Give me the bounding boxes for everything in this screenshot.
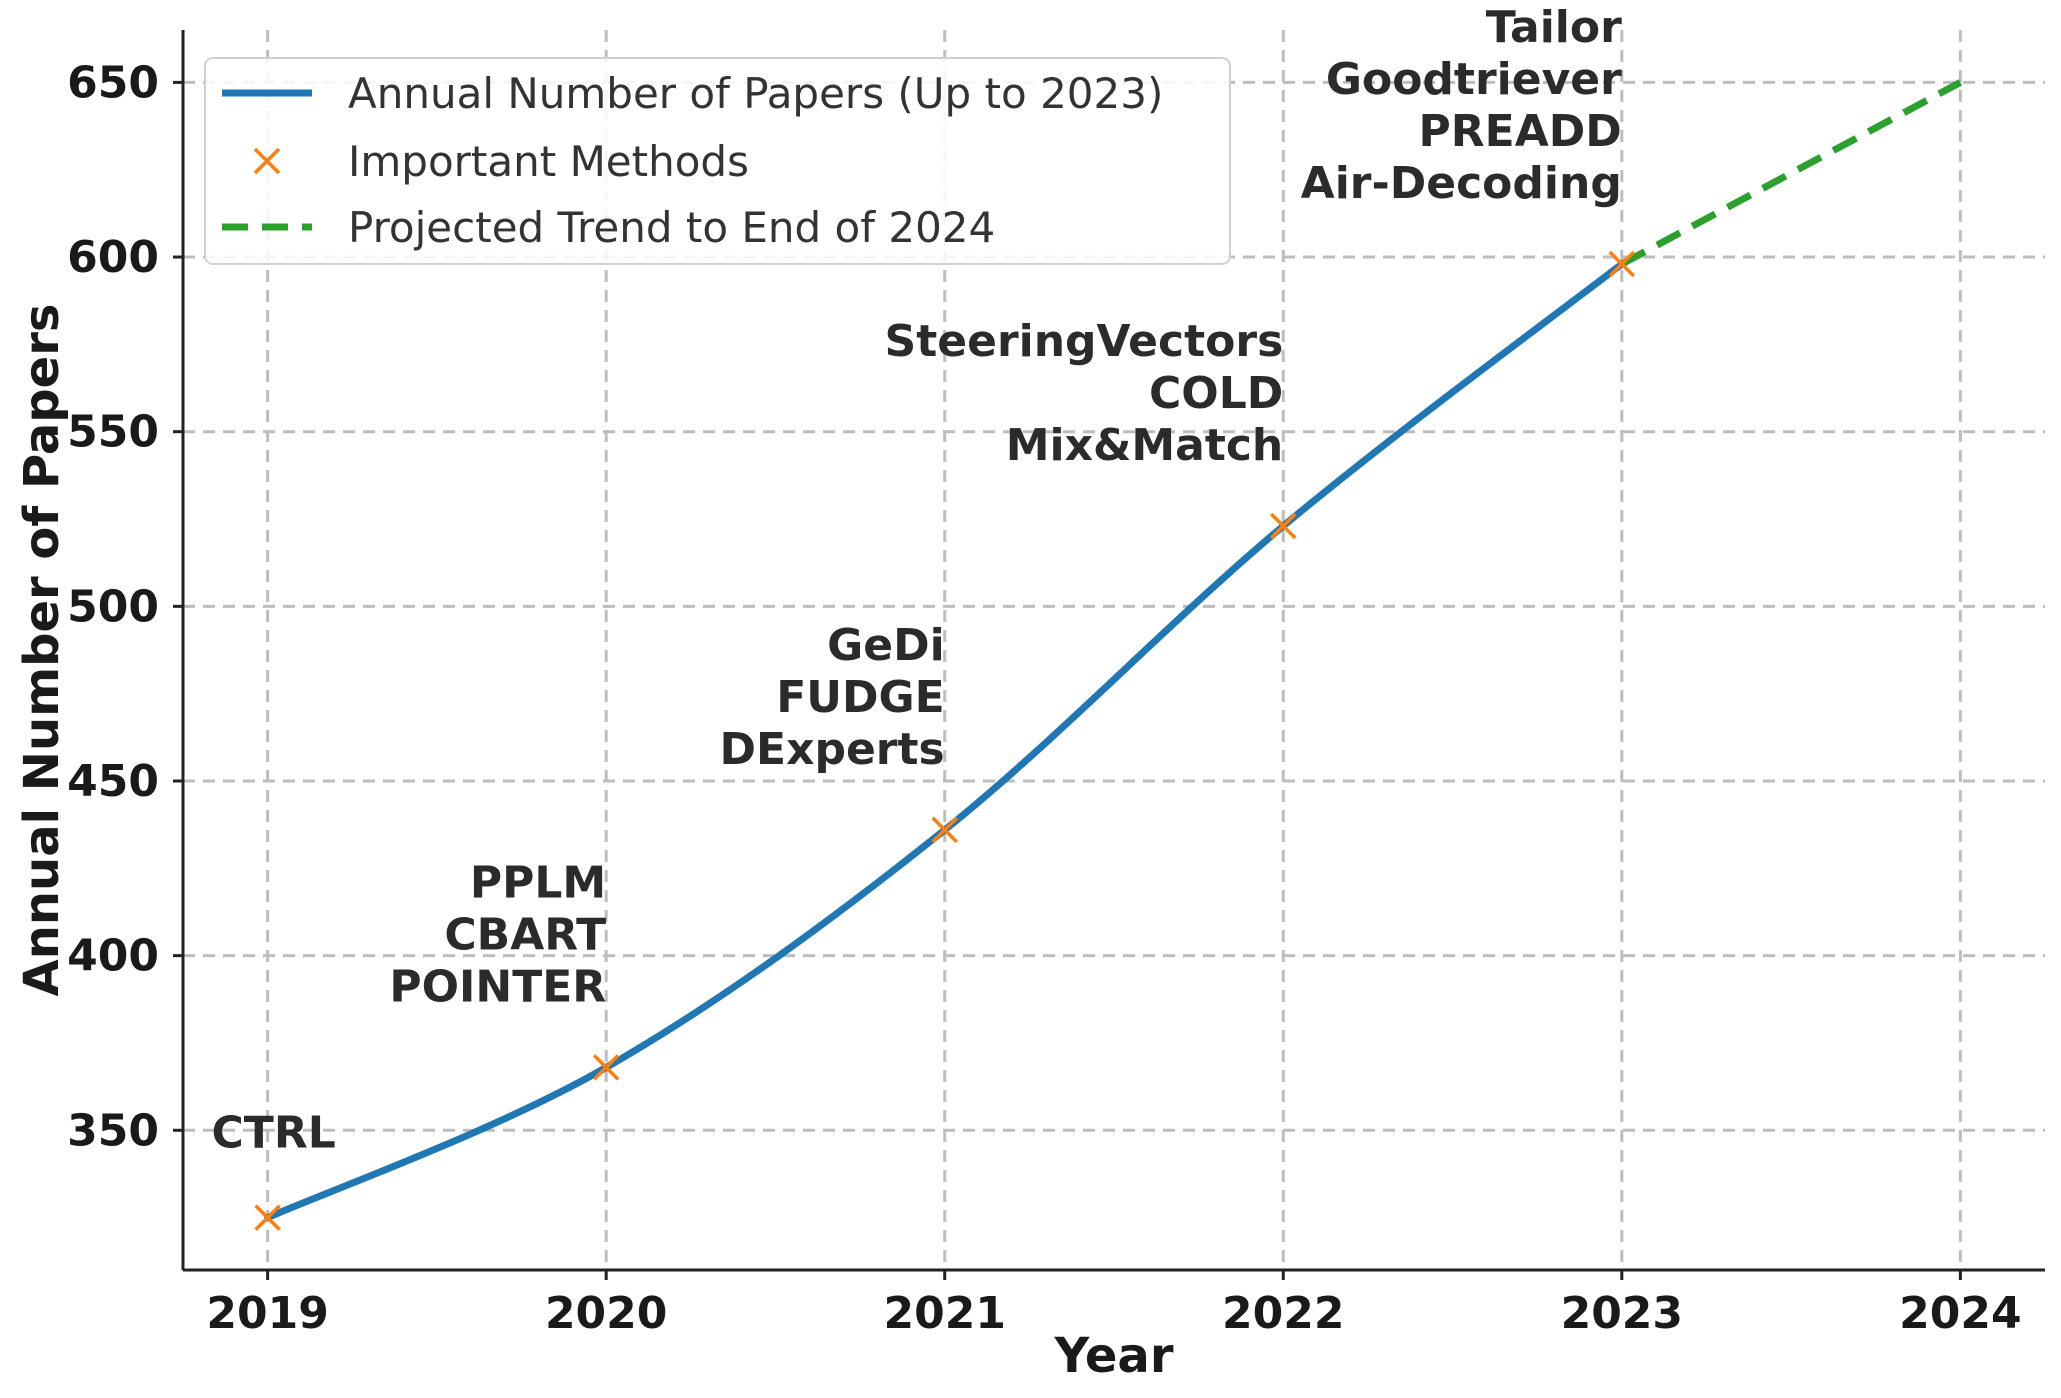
y-tick-label: 350 <box>67 1105 159 1156</box>
annotation-line: Tailor <box>1486 2 1622 53</box>
annotation-line: CBART <box>444 909 606 960</box>
marker-stroke <box>254 1204 281 1231</box>
annotation-line: PREADD <box>1419 106 1622 157</box>
legend-box <box>204 57 1231 265</box>
marker-stroke <box>1608 250 1636 278</box>
annotation-line: PPLM <box>470 857 606 908</box>
legend: Annual Number of Papers (Up to 2023) Impo… <box>204 57 1231 265</box>
method-marker <box>592 1054 620 1081</box>
legend-label: Annual Number of Papers (Up to 2023) <box>348 69 1163 118</box>
y-tick-label: 650 <box>67 57 159 108</box>
y-tick-label: 400 <box>67 931 159 982</box>
method-marker <box>931 816 958 844</box>
marker-stroke <box>1270 512 1297 540</box>
legend-label: Important Methods <box>348 137 749 186</box>
legend-swatch-methods <box>253 147 281 175</box>
annotation-line: POINTER <box>389 961 606 1012</box>
x-tick-label: 2019 <box>206 1288 328 1339</box>
x-axis-title: Year <box>1054 1328 1174 1384</box>
annotation-line: SteeringVectors <box>885 316 1284 367</box>
series-line-projection <box>1620 79 1963 268</box>
annotation-line: FUDGE <box>776 672 944 723</box>
y-tick-label: 500 <box>67 581 159 632</box>
legend-label: Projected Trend to End of 2024 <box>348 203 995 252</box>
axes <box>173 30 2045 1280</box>
x-tick-label: 2021 <box>883 1288 1005 1339</box>
x-tick-label: 2022 <box>1222 1288 1344 1339</box>
annotations: CTRL PPLM CBART POINTER GeDi FUDGE DExperts Ste… <box>212 2 1623 1159</box>
method-annotation: CTRL <box>212 1108 336 1159</box>
annotation-line: GeDi <box>827 620 945 671</box>
annotation-line: DExperts <box>719 724 944 775</box>
y-tick-label: 450 <box>67 756 159 807</box>
x-tick-label: 2020 <box>545 1288 667 1339</box>
annotation-line: CTRL <box>212 1108 336 1159</box>
method-annotation: SteeringVectors COLD Mix&Match <box>885 316 1284 471</box>
method-annotation: Tailor Goodtriever PREADD Air-Decoding <box>1301 2 1622 209</box>
method-annotation: PPLM CBART POINTER <box>389 857 606 1012</box>
y-tick-label: 600 <box>67 232 159 283</box>
method-marker <box>1270 512 1297 540</box>
x-tick-label: 2023 <box>1561 1288 1683 1339</box>
annotation-line: Air-Decoding <box>1301 158 1622 209</box>
annotation-line: Mix&Match <box>1006 420 1284 471</box>
method-marker <box>1608 250 1636 278</box>
y-axis-title: Annual Number of Papers <box>14 304 70 997</box>
y-tick-label: 550 <box>67 407 159 458</box>
marker-stroke <box>931 816 958 844</box>
series-layer <box>254 79 1963 1231</box>
annotation-line: COLD <box>1149 368 1283 419</box>
method-annotation: GeDi FUDGE DExperts <box>719 620 944 775</box>
tick-labels: 2019 2020 2021 2022 2023 2024 350 400 450 500 550 6… <box>67 57 2021 1339</box>
annotation-line: Goodtriever <box>1326 54 1622 105</box>
method-marker <box>254 1204 281 1231</box>
marker-stroke <box>592 1054 620 1081</box>
x-tick-label: 2024 <box>1899 1288 2021 1339</box>
